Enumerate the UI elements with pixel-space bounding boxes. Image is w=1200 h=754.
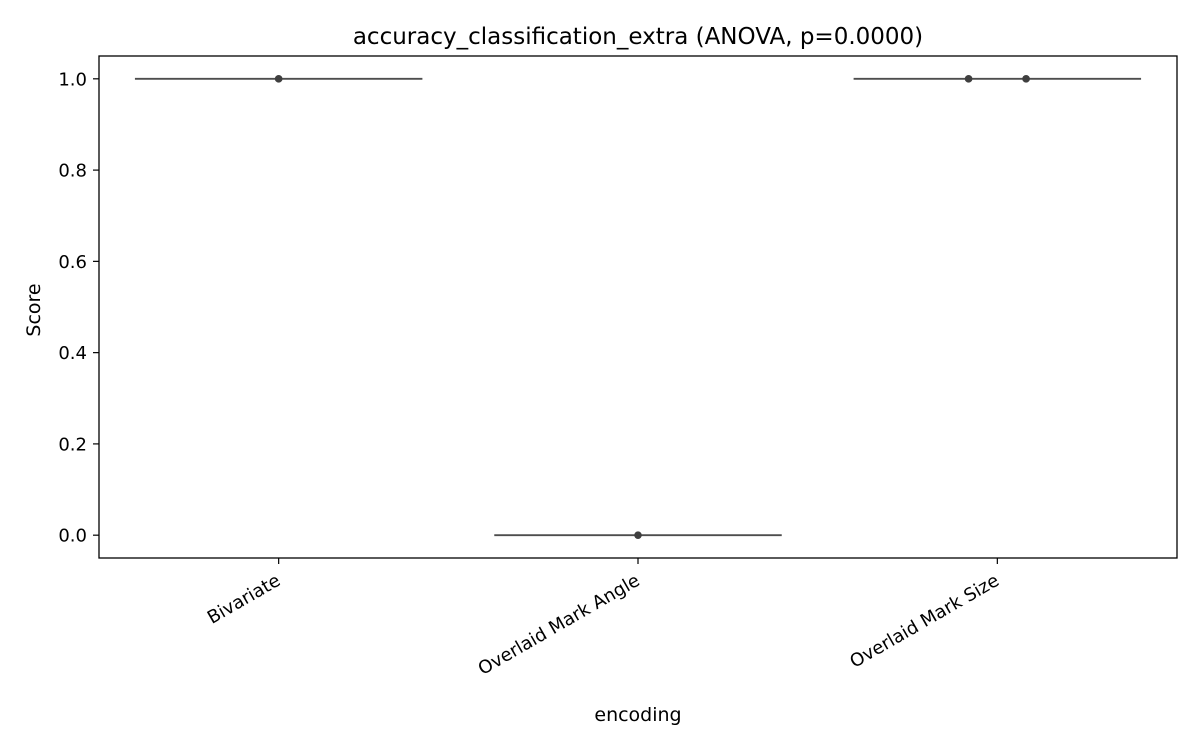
x-tick-label: Overlaid Mark Angle <box>475 570 644 680</box>
chart-title: accuracy_classification_extra (ANOVA, p=… <box>353 24 923 50</box>
y-tick-label: 0.8 <box>58 161 87 182</box>
data-point <box>964 75 973 83</box>
y-tick-label: 0.2 <box>58 434 87 455</box>
y-tick-label: 1.0 <box>58 69 87 90</box>
y-axis-label: Score <box>23 283 45 336</box>
plot-frame <box>98 55 1178 559</box>
x-tick-label: Overlaid Mark Size <box>846 570 1002 672</box>
x-axis: Bivariate Overlaid Mark Angle Overlaid Mar… <box>204 558 1003 680</box>
y-tick-label: 0.4 <box>58 343 87 364</box>
y-tick-label: 0.6 <box>58 252 87 273</box>
data-point <box>1022 75 1030 83</box>
data-point <box>274 75 283 83</box>
data-point <box>634 531 642 539</box>
y-tick-label: 0.0 <box>58 526 87 547</box>
marks-layer <box>134 75 1142 539</box>
x-axis-label: encoding <box>594 704 681 726</box>
y-axis: 0.0 0.2 0.4 0.6 0.8 1.0 <box>58 69 99 547</box>
x-tick-label: Bivariate <box>204 570 284 628</box>
